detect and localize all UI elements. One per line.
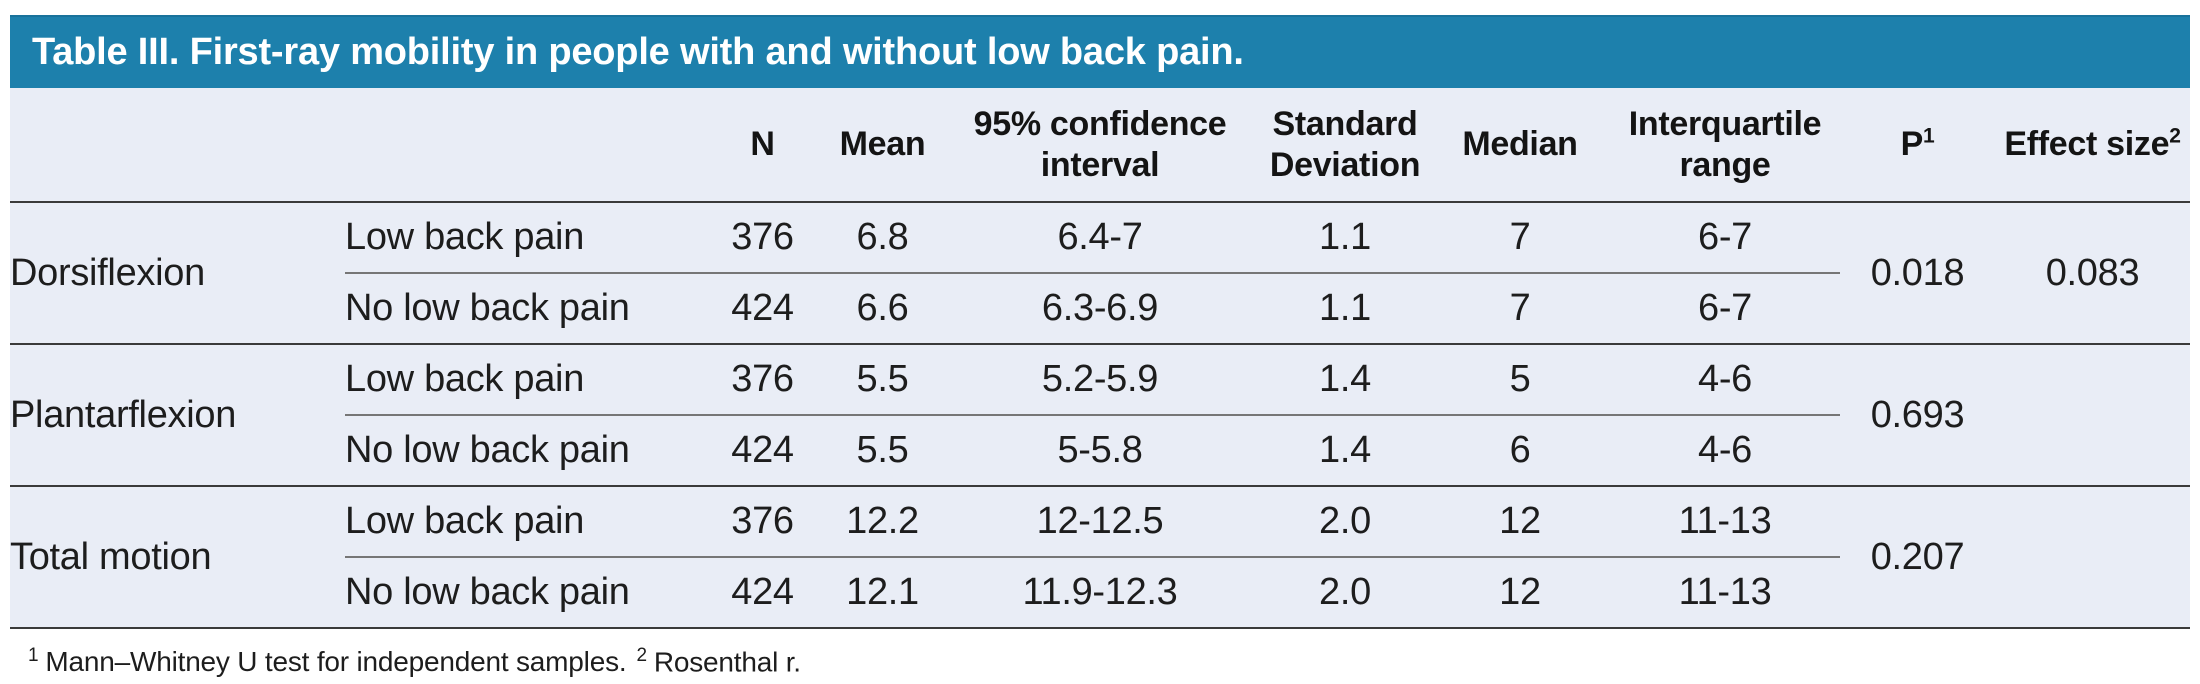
cell-condition: Low back pain [345, 202, 700, 274]
cell-median: 5 [1430, 344, 1610, 416]
table-row: Total motion Low back pain 376 12.2 12-1… [10, 486, 2190, 629]
col-header-iqr: Interquartile range [1610, 88, 1840, 203]
col-header-sd: Standard Deviation [1260, 88, 1430, 203]
cell-sd: 2.0 [1260, 557, 1430, 629]
cell-condition: No low back pain [345, 557, 700, 629]
cell-p-value: 0.207 [1840, 486, 1995, 629]
cell-n: 424 [700, 273, 825, 345]
cell-sd: 1.1 [1260, 202, 1430, 274]
p-label: P [1900, 125, 1924, 164]
table-container: Table III. First-ray mobility in people … [10, 15, 2190, 678]
cell-n: 376 [700, 344, 825, 416]
cell-effect-size [1995, 486, 2190, 629]
footnote: 1 Mann–Whitney U test for independent sam… [28, 645, 2190, 678]
col-header-effect-size: Effect size2 [1995, 88, 2190, 203]
table-title: Table III. First-ray mobility in people … [32, 31, 1244, 73]
cell-mean: 6.8 [825, 202, 940, 274]
cell-condition: Low back pain [345, 344, 700, 416]
cell-mean: 12.2 [825, 486, 940, 558]
cell-n: 376 [700, 486, 825, 558]
cell-ci: 5.2-5.9 [940, 344, 1260, 416]
cell-effect-size [1995, 344, 2190, 487]
cell-condition: Low back pain [345, 486, 700, 558]
cell-group-label: Plantarflexion [10, 344, 345, 487]
cell-mean: 5.5 [825, 415, 940, 487]
footnote-text-1: Mann–Whitney U test for independent samp… [45, 646, 627, 678]
col-header-mean: Mean [825, 88, 940, 203]
cell-mean: 6.6 [825, 273, 940, 345]
cell-sd: 2.0 [1260, 486, 1430, 558]
data-table: N Mean 95% confidence interval Standard … [10, 88, 2190, 629]
table-row: Dorsiflexion Low back pain 376 6.8 6.4-7… [10, 202, 2190, 345]
cell-ci: 11.9-12.3 [940, 557, 1260, 629]
col-header-n: N [700, 88, 825, 203]
effect-size-superscript: 2 [2169, 125, 2181, 149]
table-row: Plantarflexion Low back pain 376 5.5 5.2… [10, 344, 2190, 487]
header-row: N Mean 95% confidence interval Standard … [10, 88, 2190, 203]
cell-group-label: Total motion [10, 486, 345, 629]
col-header-ci: 95% confidence interval [940, 88, 1260, 203]
cell-n: 424 [700, 415, 825, 487]
cell-p-value: 0.693 [1840, 344, 1995, 487]
cell-n: 424 [700, 557, 825, 629]
effect-size-label: Effect size [2004, 125, 2170, 164]
cell-median: 12 [1430, 557, 1610, 629]
cell-sd: 1.4 [1260, 415, 1430, 487]
cell-sd: 1.4 [1260, 344, 1430, 416]
cell-ci: 5-5.8 [940, 415, 1260, 487]
cell-mean: 12.1 [825, 557, 940, 629]
footnote-superscript-1: 1 [28, 645, 39, 666]
cell-median: 12 [1430, 486, 1610, 558]
cell-median: 7 [1430, 202, 1610, 274]
table-title-bar: Table III. First-ray mobility in people … [10, 15, 2190, 88]
cell-iqr: 4-6 [1610, 344, 1840, 416]
cell-group-label: Dorsiflexion [10, 202, 345, 345]
col-header-median: Median [1430, 88, 1610, 203]
p-superscript: 1 [1923, 125, 1935, 149]
cell-iqr: 11-13 [1610, 486, 1840, 558]
cell-ci: 6.4-7 [940, 202, 1260, 274]
col-header-empty-1 [10, 88, 345, 203]
cell-median: 7 [1430, 273, 1610, 345]
footnote-text-2: Rosenthal r. [653, 646, 801, 678]
cell-sd: 1.1 [1260, 273, 1430, 345]
cell-median: 6 [1430, 415, 1610, 487]
col-header-p: P1 [1840, 88, 1995, 203]
cell-p-value: 0.018 [1840, 202, 1995, 345]
cell-n: 376 [700, 202, 825, 274]
cell-iqr: 4-6 [1610, 415, 1840, 487]
cell-ci: 12-12.5 [940, 486, 1260, 558]
footnote-superscript-2: 2 [636, 645, 647, 666]
cell-iqr: 6-7 [1610, 273, 1840, 345]
cell-condition: No low back pain [345, 415, 700, 487]
cell-condition: No low back pain [345, 273, 700, 345]
cell-iqr: 6-7 [1610, 202, 1840, 274]
table-row: No low back pain 424 5.5 5-5.8 1.4 6 4-6 [10, 415, 2190, 487]
col-header-empty-2 [345, 88, 700, 203]
cell-effect-size: 0.083 [1995, 202, 2190, 345]
cell-iqr: 11-13 [1610, 557, 1840, 629]
cell-mean: 5.5 [825, 344, 940, 416]
cell-ci: 6.3-6.9 [940, 273, 1260, 345]
table-row: No low back pain 424 6.6 6.3-6.9 1.1 7 6… [10, 273, 2190, 345]
table-row: No low back pain 424 12.1 11.9-12.3 2.0 … [10, 557, 2190, 629]
